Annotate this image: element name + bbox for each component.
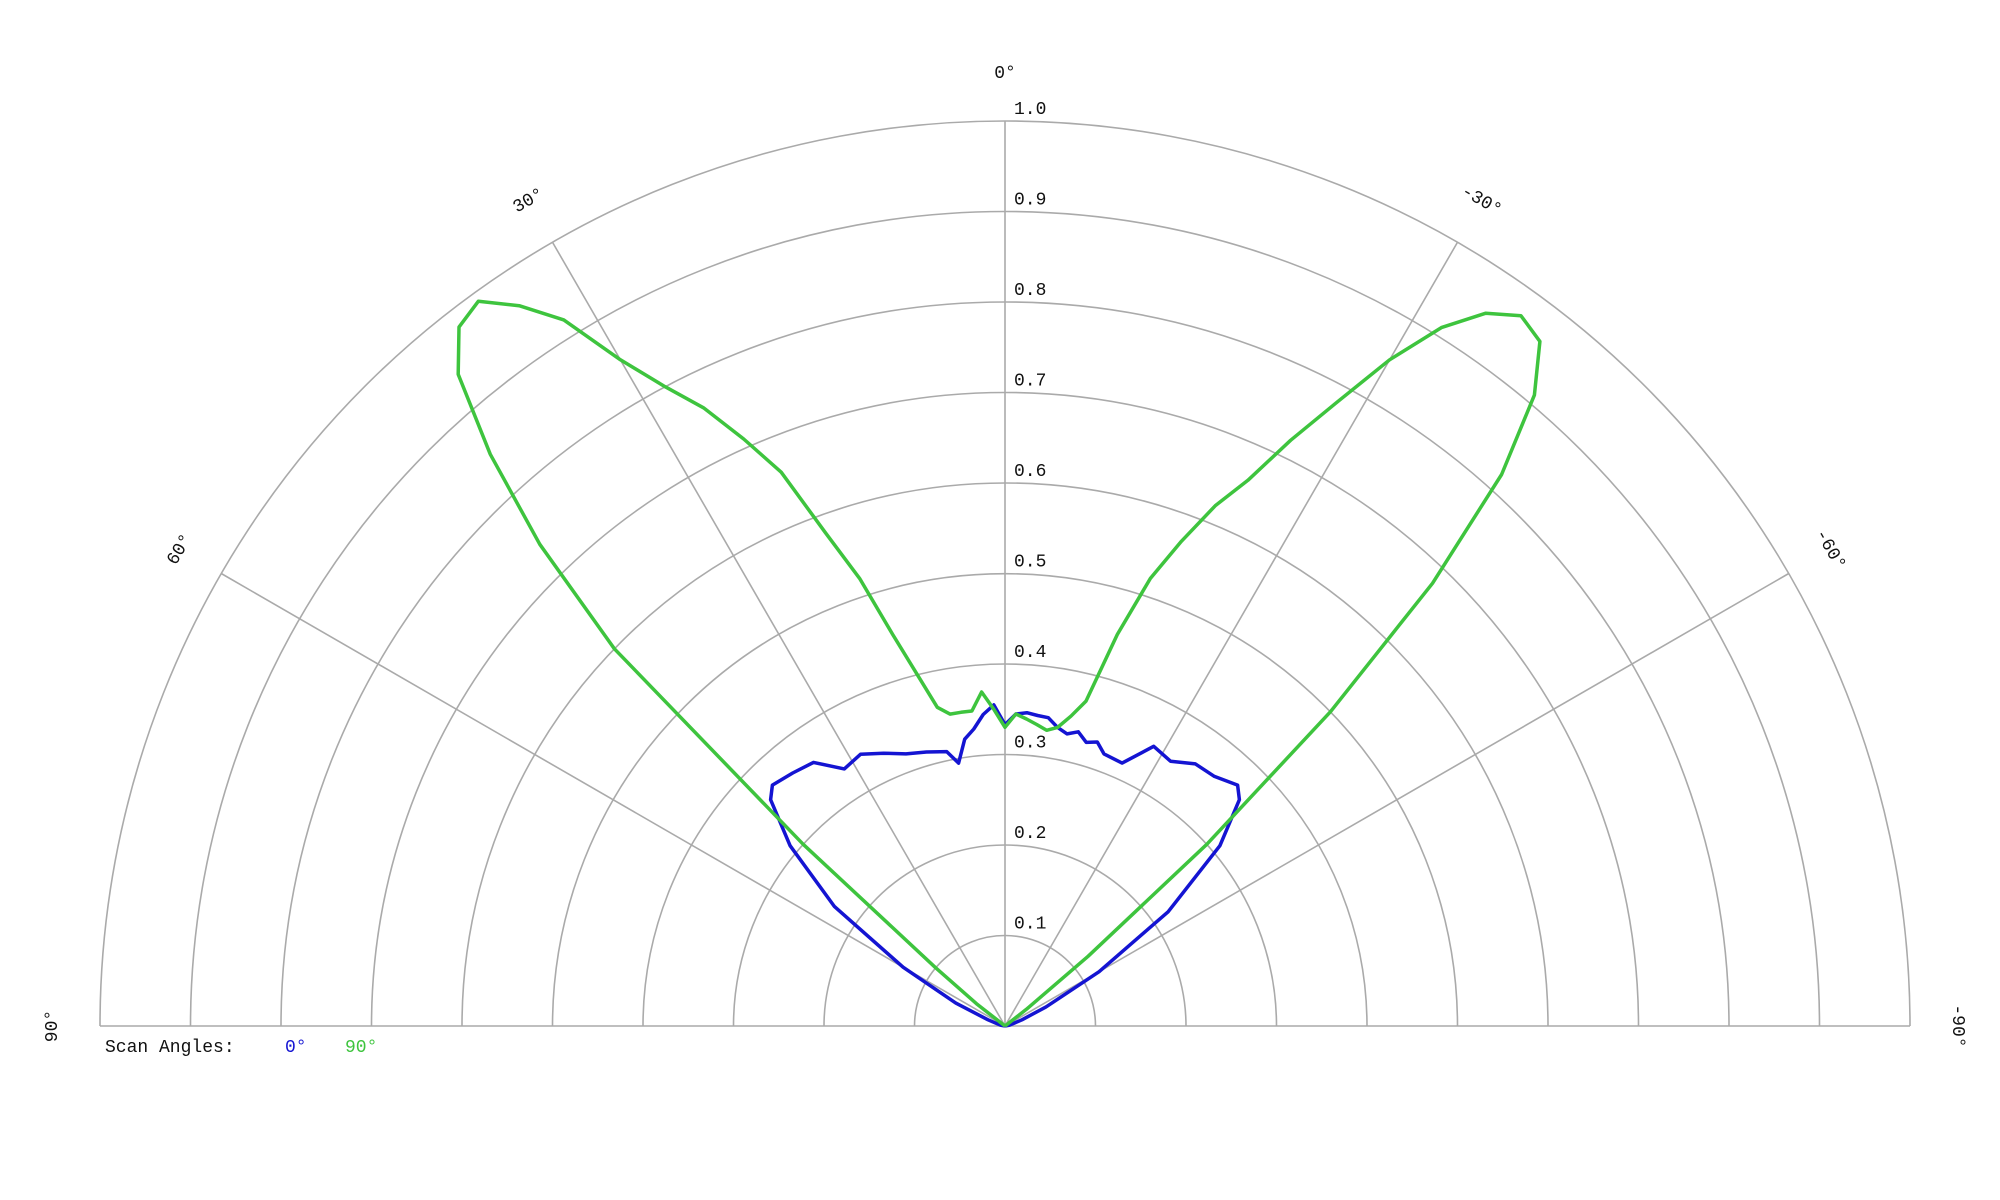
series-line bbox=[456, 299, 1542, 1028]
theta-tick-label: -90° bbox=[1947, 1004, 1967, 1047]
grid-spoke bbox=[551, 241, 1006, 1027]
r-tick-label: 0.5 bbox=[1014, 552, 1046, 572]
legend-title: Scan Angles: bbox=[105, 1038, 235, 1058]
r-tick-label: 0.6 bbox=[1014, 462, 1046, 482]
theta-tick-label: -60° bbox=[1810, 526, 1849, 573]
r-tick-label: 0.8 bbox=[1014, 281, 1046, 301]
theta-tick-label: 60° bbox=[164, 531, 198, 569]
legend-entry: 0° bbox=[285, 1038, 307, 1058]
r-tick-label: 0.1 bbox=[1014, 914, 1046, 934]
theta-tick-label: -30° bbox=[1457, 182, 1504, 221]
grid-spoke bbox=[1004, 572, 1790, 1027]
r-tick-label: 0.3 bbox=[1014, 733, 1046, 753]
r-tick-label: 0.4 bbox=[1014, 643, 1046, 663]
grid-spoke bbox=[1004, 241, 1459, 1027]
theta-tick-label: 90° bbox=[43, 1010, 63, 1042]
theta-tick-label: 0° bbox=[994, 64, 1016, 84]
r-tick-label: 0.7 bbox=[1014, 371, 1046, 391]
grid-spoke bbox=[220, 572, 1006, 1027]
r-tick-label: 1.0 bbox=[1014, 100, 1046, 120]
r-tick-label: 0.9 bbox=[1014, 190, 1046, 210]
theta-tick-label: 30° bbox=[510, 185, 548, 219]
r-tick-label: 0.2 bbox=[1014, 824, 1046, 844]
legend-entry: 90° bbox=[345, 1038, 377, 1058]
